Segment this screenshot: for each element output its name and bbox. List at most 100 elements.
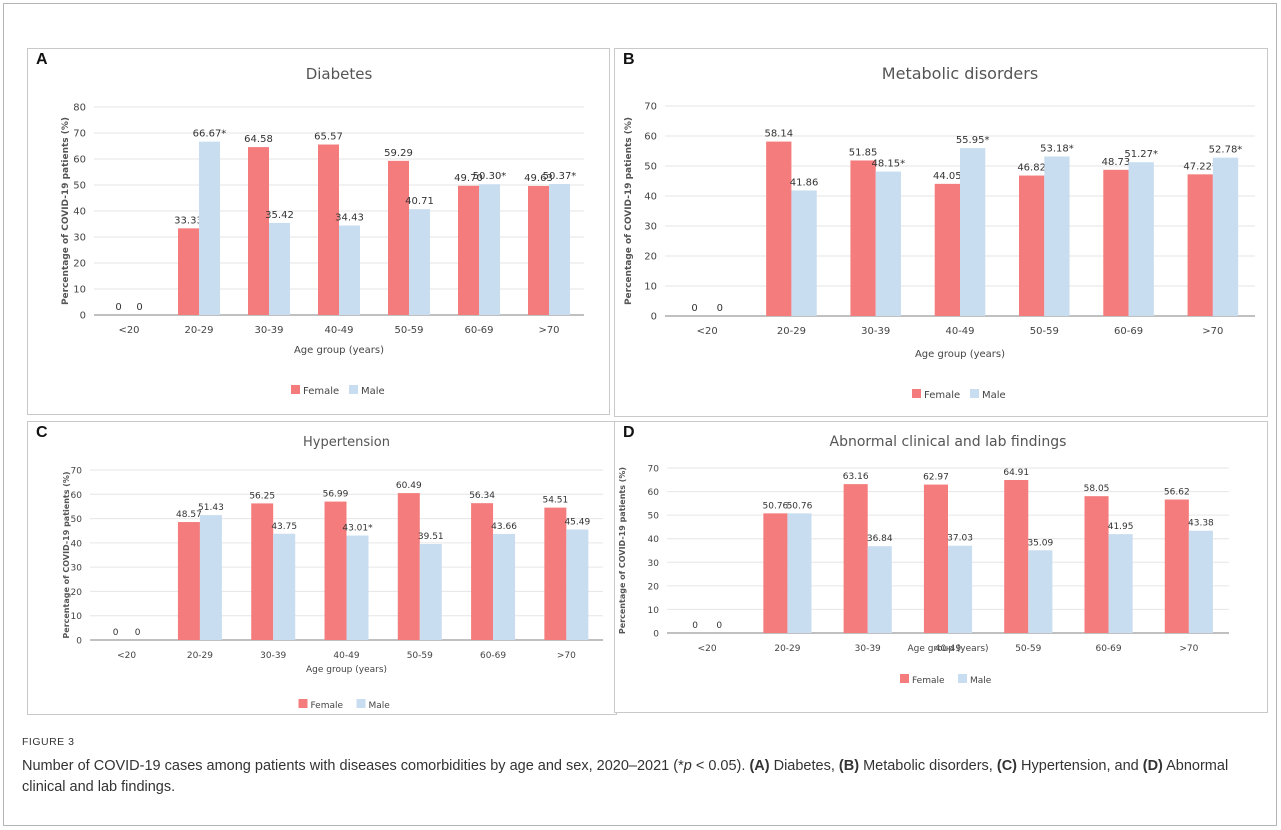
- data-label: 51.27*: [1124, 149, 1158, 160]
- caption-text: Number of COVID-19 cases among patients …: [22, 756, 1262, 798]
- legend-label-female: Female: [912, 676, 945, 686]
- y-tick-label: 20: [648, 582, 660, 592]
- bar-female: [1164, 499, 1189, 633]
- data-label: 52.78*: [1209, 145, 1243, 156]
- x-tick-label: 20-29: [777, 326, 806, 337]
- data-label: 65.57: [314, 132, 343, 143]
- y-tick-label: 0: [651, 312, 657, 323]
- panel-letter: B: [623, 51, 635, 68]
- y-tick-label: 0: [76, 637, 82, 647]
- bar-male: [566, 529, 589, 640]
- y-tick-label: 10: [73, 285, 86, 296]
- legend-label-female: Female: [303, 386, 339, 397]
- data-label: 50.76: [763, 501, 789, 511]
- bar-male: [479, 184, 500, 315]
- legend-swatch-male: [958, 674, 967, 683]
- data-label: 66.67*: [193, 129, 227, 140]
- x-tick-label: 60-69: [1114, 326, 1143, 337]
- bar-female: [1103, 169, 1129, 316]
- y-tick-label: 0: [653, 630, 659, 640]
- bar-male: [419, 544, 442, 640]
- legend-label-male: Male: [970, 676, 992, 686]
- legend-swatch-female: [900, 674, 909, 683]
- y-tick-label: 60: [73, 155, 86, 166]
- data-label: 53.18*: [1040, 143, 1074, 154]
- x-tick-label: <20: [697, 326, 718, 337]
- caption-text-b: Metabolic disorders,: [859, 758, 997, 774]
- bar-female: [843, 484, 868, 633]
- x-tick-label: 50-59: [407, 651, 433, 661]
- caption-tag-b: (B): [838, 758, 860, 774]
- x-tick-label: <20: [117, 651, 136, 661]
- data-label: 43.66: [491, 522, 517, 532]
- data-label: 55.95*: [956, 135, 990, 146]
- bar-male: [339, 225, 360, 315]
- data-label: 41.95: [1108, 522, 1134, 532]
- panel-b-metabolic-disorders: B Metabolic disorders 0 10 20 30 40 50 60 70 0 0 <2…: [614, 48, 1268, 417]
- chart-title: Metabolic disorders: [882, 64, 1038, 83]
- y-tick-label: 10: [644, 282, 657, 293]
- x-tick-label: 30-39: [254, 325, 283, 336]
- x-tick-label: 50-59: [394, 325, 423, 336]
- y-tick-label: 30: [644, 222, 657, 233]
- y-tick-label: 40: [71, 539, 83, 549]
- figure-frame: [3, 3, 1277, 826]
- data-label: 47.22*: [1183, 161, 1217, 172]
- bar-female: [388, 160, 409, 315]
- bar-male: [948, 545, 973, 633]
- data-label: 58.14: [764, 129, 793, 140]
- bar-female: [251, 503, 274, 640]
- data-label: 35.42: [265, 210, 294, 221]
- chart-abnormal-findings: Abnormal clinical and lab findings 0 10 20 3…: [618, 434, 1229, 686]
- data-label: 45.49: [564, 518, 590, 528]
- bar-female: [763, 513, 788, 633]
- x-tick-label: 30-39: [260, 651, 286, 661]
- data-label: 39.51: [418, 532, 444, 542]
- x-tick-label: 20-29: [187, 651, 213, 661]
- y-axis-label: Percentage of COVID-19 patients (%): [61, 117, 71, 305]
- data-label: 56.99: [323, 490, 349, 500]
- x-tick-label: >70: [1202, 326, 1223, 337]
- bar-female: [248, 147, 269, 315]
- chart-title: Hypertension: [303, 435, 390, 450]
- data-label: 54.51: [542, 496, 568, 506]
- data-label: 64.91: [1003, 468, 1029, 478]
- caption-text-d: Abnormal clinical and lab findings.: [22, 758, 1229, 795]
- bar-male: [1028, 550, 1053, 633]
- x-tick-label: 40-49: [935, 644, 961, 654]
- data-label: 37.03: [947, 534, 973, 544]
- bar-male: [1188, 530, 1213, 633]
- bar-female: [528, 185, 549, 315]
- legend-swatch-male: [356, 699, 366, 708]
- data-label: 44.05: [933, 171, 962, 182]
- x-tick-label: 40-49: [324, 325, 353, 336]
- data-label: 43.75: [271, 522, 297, 532]
- data-label: 58.05: [1084, 484, 1110, 494]
- data-label: 0: [136, 302, 142, 313]
- y-tick-label: 40: [73, 207, 86, 218]
- bar-female: [923, 484, 948, 633]
- bar-female: [318, 144, 339, 315]
- data-label: 62.97: [923, 473, 949, 483]
- bar-female: [1187, 174, 1213, 316]
- bar-male: [549, 184, 570, 315]
- legend-swatch-male: [349, 385, 358, 394]
- legend-label-female: Female: [924, 390, 960, 401]
- bar-male: [1128, 162, 1154, 316]
- bar-female: [178, 228, 199, 315]
- bar-female: [1004, 479, 1029, 633]
- bar-female: [544, 507, 567, 640]
- bar-male: [1108, 534, 1133, 633]
- bar-female: [397, 493, 420, 640]
- x-tick-label: 60-69: [480, 651, 506, 661]
- data-label: 46.82: [1017, 163, 1046, 174]
- caption-mid: < 0.05).: [691, 758, 750, 774]
- chart-title: Abnormal clinical and lab findings: [830, 434, 1067, 450]
- bar-male: [409, 209, 430, 315]
- x-tick-label: <20: [118, 325, 139, 336]
- bar-female: [1084, 496, 1109, 633]
- data-label: 51.43: [198, 503, 224, 513]
- panel-a-diabetes: A Diabetes 0 10 20 30 40 50 60 70 80 0 0 <20 33.33 66.…: [27, 48, 610, 415]
- data-label: 0: [691, 303, 697, 314]
- x-axis-label: Age group (years): [294, 345, 384, 356]
